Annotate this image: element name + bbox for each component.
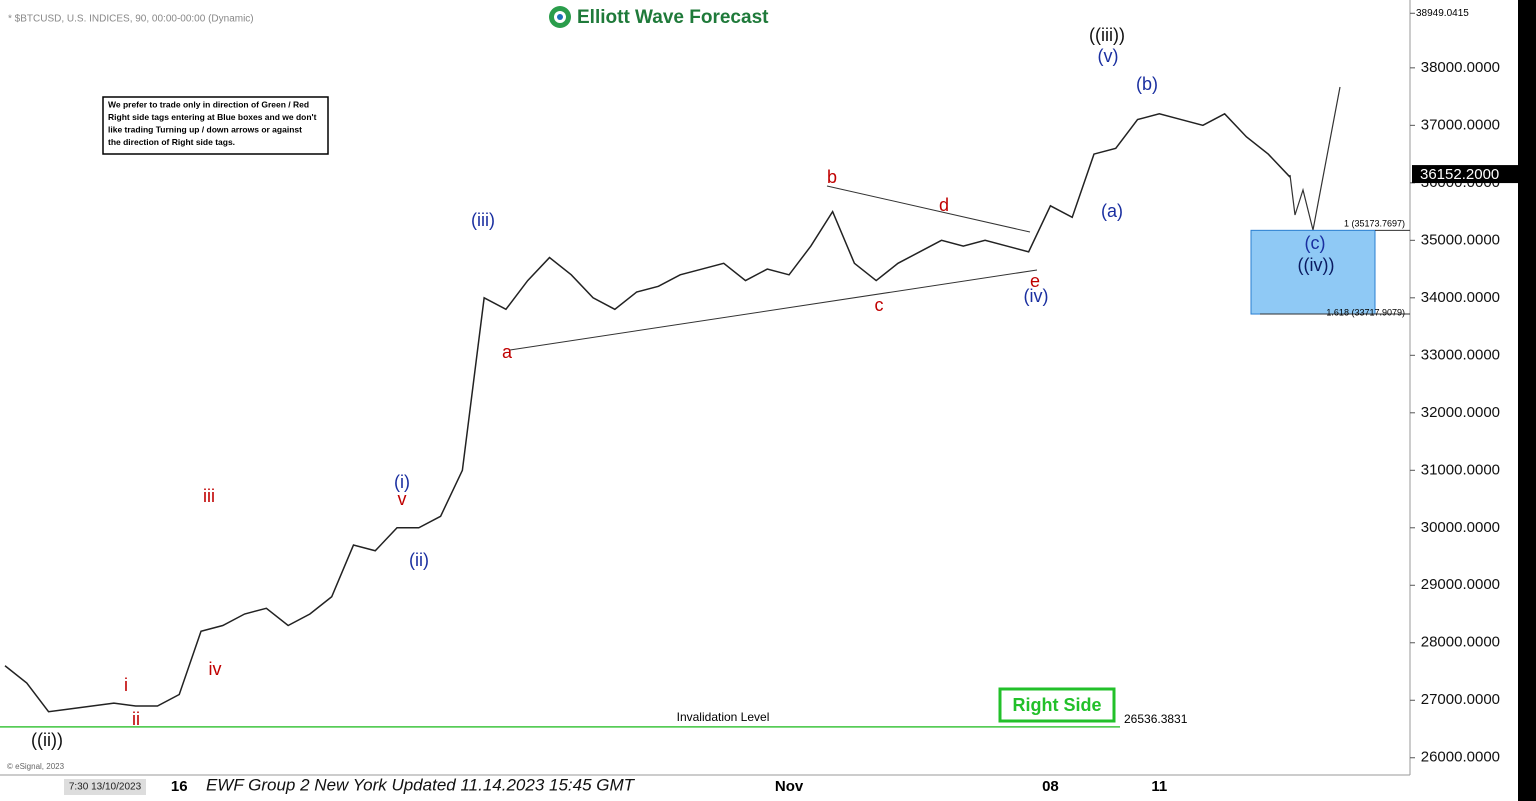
wave-label: (i) [394,472,410,492]
invalidation-label: 26536.3831 [1124,712,1188,726]
note-line: Right side tags entering at Blue boxes a… [108,112,317,122]
wave-label: iv [209,659,222,679]
x-tick-label: Nov [775,778,804,795]
y-tick-label: 33000.0000 [1421,346,1500,363]
trendline [826,185,1031,233]
y-tick-label: 29000.0000 [1421,576,1500,593]
wave-label: (a) [1101,201,1123,221]
wave-label: ((iv)) [1298,255,1335,275]
y-tick-label: 31000.0000 [1421,461,1500,478]
copyright: © eSignal, 2023 [7,762,65,771]
invalidation-text: Invalidation Level [677,710,770,724]
wave-label: (iv) [1024,286,1049,306]
y-tick-label: 28000.0000 [1421,634,1500,651]
y-tick-label: 26000.0000 [1421,749,1500,766]
level-label: 1.618 (33717.9079) [1326,307,1405,317]
right-side-text: Right Side [1013,695,1102,715]
top-price: 38949.0415 [1416,8,1469,19]
y-tick-label: 37000.0000 [1421,116,1500,133]
x-tick-label: 08 [1042,778,1059,795]
wave-label: ii [132,709,140,729]
frame [1518,0,1536,801]
note-line: like trading Turning up / down arrows or… [108,124,302,134]
wave-label: ((ii)) [31,730,63,750]
wave-label: (b) [1136,74,1158,94]
footer: EWF Group 2 New York Updated 11.14.2023 … [206,775,636,794]
wave-label: b [827,167,837,187]
wave-label: v [398,489,407,509]
wave-label: ((iii)) [1089,25,1125,45]
x-tick-label: 16 [171,778,188,795]
wave-label: (v) [1098,46,1119,66]
y-tick-label: 35000.0000 [1421,231,1500,248]
wave-label: i [124,675,128,695]
start-time: 7:30 13/10/2023 [69,782,142,793]
wave-label: c [875,295,884,315]
y-tick-label: 30000.0000 [1421,519,1500,536]
wave-label: (ii) [409,550,429,570]
time-box [64,779,146,795]
note: We prefer to trade only in direction of … [108,99,317,147]
wave-label: (iii) [471,210,495,230]
price-line [4,112,1291,713]
logo-text: Elliott Wave Forecast [577,7,769,28]
symbol: * $BTCUSD, U.S. INDICES, 90, 00:00-00:00… [8,14,254,25]
wave-label: d [939,195,949,215]
note-line: the direction of Right side tags. [108,137,235,147]
note-line: We prefer to trade only in direction of … [108,99,309,109]
wave-label: e [1030,271,1040,291]
y-tick-label: 34000.0000 [1421,289,1500,306]
right-side-tag [998,687,1116,723]
logo-icon [557,14,563,20]
last-price-box [1412,165,1530,184]
logo-bg [543,2,788,32]
last-price: 36152.2000 [1420,166,1499,183]
wave-label: a [502,342,513,362]
y-tick-label: 27000.0000 [1421,691,1500,708]
y-tick-label: 32000.0000 [1421,404,1500,421]
x-tick-label: 11 [1151,778,1167,795]
projection [1289,86,1341,231]
note-box [102,96,329,155]
level-label: 1 (35173.7697) [1344,219,1405,229]
y-tick-label: 38000.0000 [1421,59,1500,76]
wave-label: iii [203,486,215,506]
wave-label: (c) [1305,233,1326,253]
trendline [509,269,1038,351]
